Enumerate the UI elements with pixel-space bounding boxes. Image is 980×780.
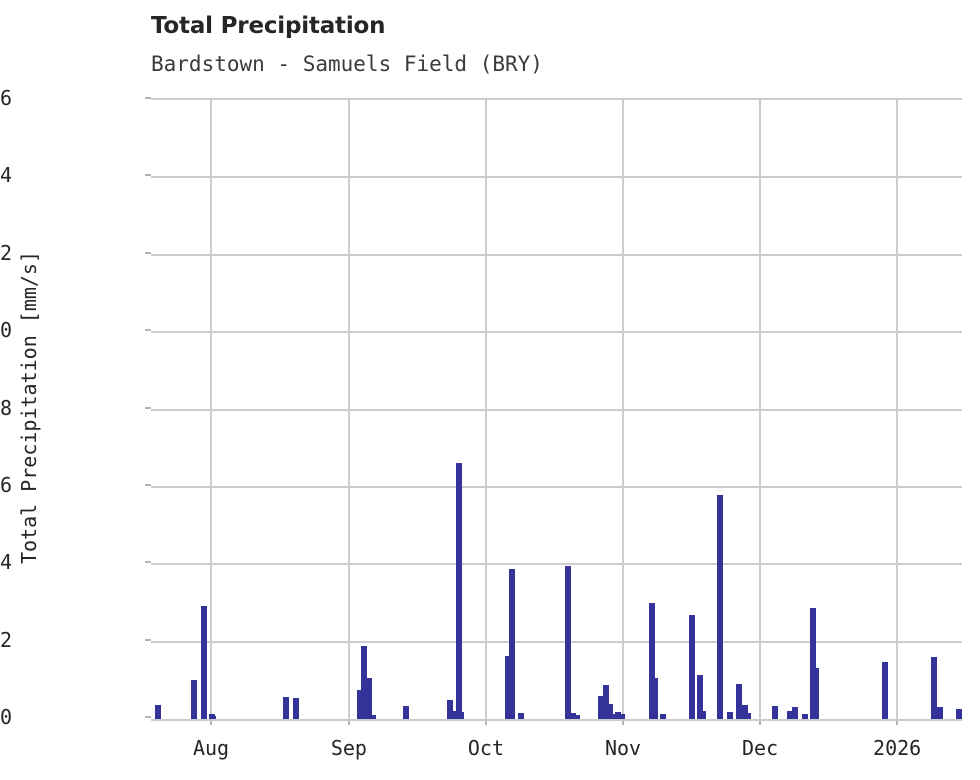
- x-tick-label: Dec: [741, 736, 779, 760]
- gridline-horizontal: [151, 563, 962, 566]
- bar: [402, 706, 409, 719]
- bar: [744, 712, 751, 719]
- bar: [791, 707, 798, 719]
- x-tick-mark: [759, 719, 762, 725]
- y-tick-mark: [145, 406, 151, 409]
- y-tick-label: 0.008: [0, 395, 12, 420]
- bar: [727, 712, 734, 719]
- gridline-vertical: [622, 100, 624, 719]
- bar: [457, 712, 464, 719]
- bar: [955, 708, 962, 719]
- y-tick-mark: [145, 97, 151, 99]
- bar: [517, 712, 524, 719]
- bar: [649, 603, 656, 719]
- bar: [659, 714, 666, 719]
- bar: [787, 710, 794, 719]
- bar: [190, 679, 197, 719]
- gridline-vertical: [896, 100, 899, 719]
- y-tick-mark: [145, 716, 151, 718]
- bar: [456, 462, 463, 719]
- y-tick-mark: [145, 329, 151, 332]
- bar: [200, 606, 207, 719]
- gridline-vertical: [347, 100, 350, 719]
- x-tick-label: Sep: [330, 736, 367, 760]
- x-tick-label: Oct: [467, 736, 504, 760]
- bar: [607, 703, 614, 719]
- x-tick-label: Aug: [192, 736, 230, 760]
- bar: [771, 706, 778, 719]
- y-tick-mark: [145, 483, 151, 486]
- bar: [569, 712, 576, 719]
- bar: [447, 699, 454, 719]
- y-tick-label: 0.010: [0, 318, 12, 343]
- bar: [366, 678, 373, 719]
- bar: [809, 607, 816, 719]
- bar: [209, 715, 216, 719]
- gridline-horizontal: [151, 408, 962, 411]
- y-tick-mark: [145, 251, 151, 254]
- y-axis-ticks: 0.000 0.002 0.004 0.006 0.008 0.010 0.012 0.014…: [0, 0, 151, 780]
- x-tick-label: 2026: [873, 736, 922, 760]
- plot-area: [151, 98, 962, 721]
- bar: [697, 674, 704, 719]
- gridline-vertical: [484, 100, 487, 719]
- bar: [741, 705, 748, 719]
- chart-subtitle: Bardstown - Samuels Field (BRY): [151, 52, 543, 76]
- bar: [619, 713, 626, 719]
- bar: [813, 668, 820, 719]
- x-tick-mark: [347, 719, 350, 725]
- x-tick-label: Nov: [604, 736, 642, 760]
- bar: [573, 714, 580, 719]
- y-tick-label: 0.000: [0, 705, 12, 729]
- bar: [155, 705, 162, 719]
- gridline-horizontal: [151, 485, 962, 488]
- gridline-horizontal: [151, 640, 962, 643]
- bar: [931, 656, 938, 719]
- bar: [688, 614, 695, 719]
- bar: [504, 656, 511, 719]
- y-tick-mark: [145, 174, 151, 177]
- gridline-vertical: [759, 100, 762, 719]
- bar: [357, 690, 364, 719]
- bar: [602, 684, 609, 719]
- bar: [361, 645, 368, 719]
- y-tick-label: 0.012: [0, 240, 12, 265]
- x-tick-mark: [484, 719, 487, 725]
- y-tick-label: 0.004: [0, 550, 12, 575]
- bar: [700, 710, 707, 719]
- bar: [615, 712, 622, 719]
- y-tick-mark: [145, 638, 151, 641]
- bar: [370, 714, 377, 719]
- bar: [611, 713, 618, 719]
- y-tick-mark: [145, 561, 151, 564]
- x-tick-mark: [210, 719, 212, 725]
- bar: [564, 566, 571, 719]
- gridline-horizontal: [151, 331, 962, 334]
- gridline-horizontal: [151, 253, 962, 256]
- gridline-vertical: [210, 100, 212, 719]
- bar: [508, 568, 515, 719]
- page-title: Total Precipitation: [151, 13, 386, 39]
- gridlines: [151, 100, 962, 719]
- bar: [717, 495, 724, 719]
- y-tick-label: 0.002: [0, 627, 12, 652]
- y-tick-label: 0.016: [0, 86, 12, 110]
- x-tick-mark: [896, 719, 899, 725]
- bar-series: [151, 100, 962, 719]
- bar: [282, 696, 289, 719]
- y-tick-label: 0.014: [0, 163, 12, 188]
- bar: [598, 695, 605, 719]
- bar: [293, 698, 300, 719]
- bar: [652, 678, 659, 719]
- y-tick-label: 0.006: [0, 472, 12, 497]
- bar: [937, 706, 944, 719]
- bar: [801, 713, 808, 719]
- gridline-horizontal: [151, 176, 962, 179]
- bar: [735, 683, 742, 719]
- x-tick-mark: [622, 719, 624, 725]
- bar: [881, 662, 888, 719]
